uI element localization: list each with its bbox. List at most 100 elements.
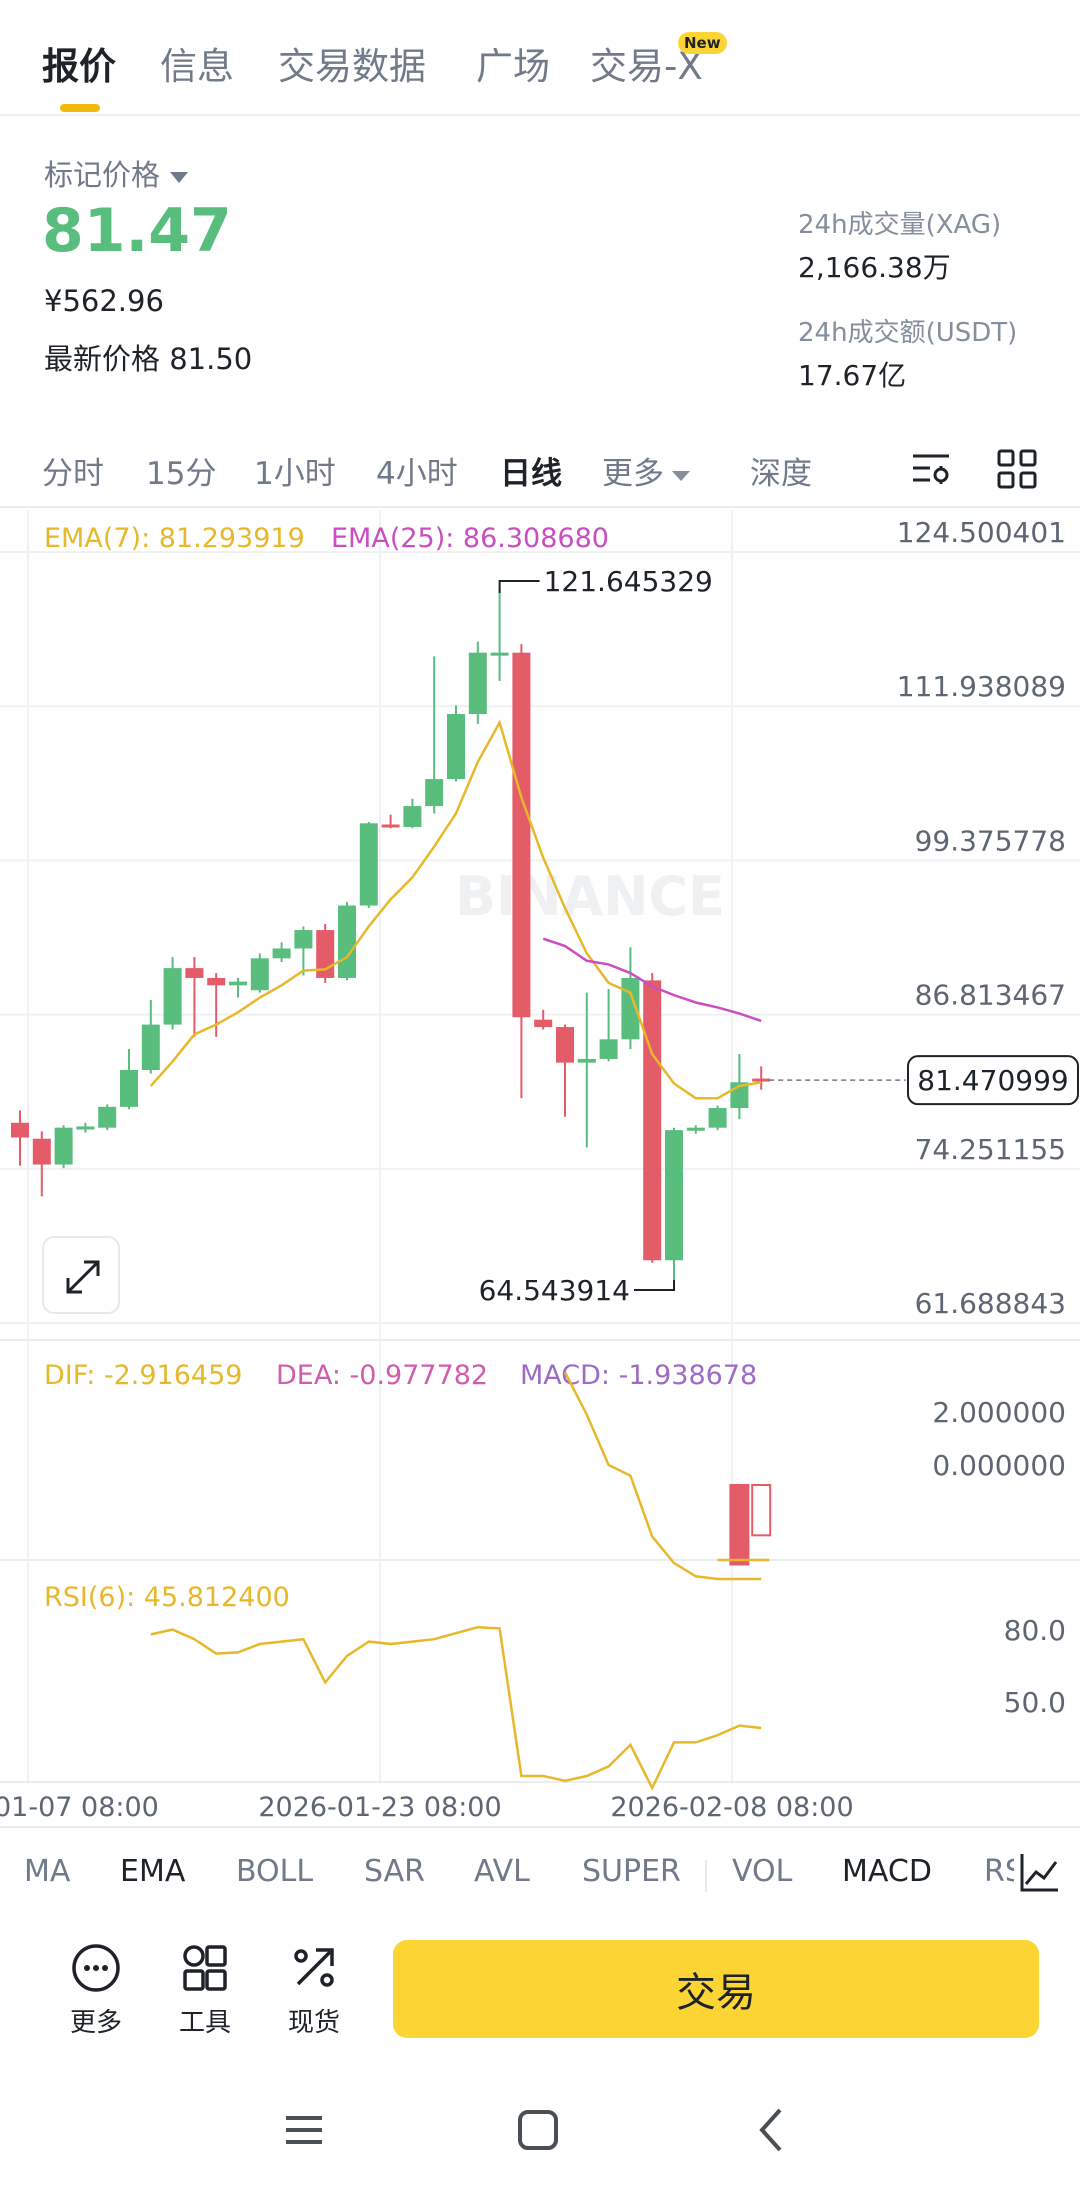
current-price-box — [907, 1055, 1079, 1106]
candle-body — [534, 1019, 553, 1028]
tab-info[interactable]: 信息 — [160, 45, 234, 88]
candle-body — [250, 958, 269, 991]
candle-body — [141, 1024, 160, 1071]
candle-body — [207, 977, 226, 986]
ema7-legend: EMA(7): 81.293919 — [44, 523, 305, 554]
indicator-rsi[interactable]: RSI — [984, 1854, 1014, 1889]
candle-body — [403, 806, 422, 827]
indicator-ema[interactable]: EMA — [120, 1854, 186, 1889]
candlestick-chart[interactable]: BINANCE 124.500401 111.938089 99.375778 86.8… — [0, 510, 1080, 1826]
expand-icon — [66, 1260, 100, 1294]
candle-body — [11, 1122, 29, 1138]
tools-grid-icon — [183, 1945, 227, 1991]
indicator-sar[interactable]: SAR — [364, 1854, 425, 1889]
indicator-ma[interactable]: MA — [24, 1854, 71, 1889]
candle-body — [490, 652, 509, 656]
ema25-legend: EMA(25): 86.308680 — [331, 523, 609, 554]
candle-body — [752, 1078, 771, 1082]
cny-price: ¥562.96 — [44, 284, 164, 318]
y-axis-tick-label: 111.938089 — [897, 670, 1066, 703]
back-icon[interactable] — [742, 2100, 802, 2160]
trade-button[interactable]: 交易 — [393, 1940, 1039, 2038]
indicator-settings-icon[interactable] — [1014, 1848, 1064, 1898]
tab-quote[interactable]: 报价 — [42, 45, 116, 88]
indicator-vol[interactable]: VOL — [732, 1854, 793, 1889]
indicator-boll[interactable]: BOLL — [236, 1854, 314, 1889]
interval-15m[interactable]: 15分 — [146, 456, 217, 492]
indicator-separator — [705, 1860, 707, 1892]
candle-body — [185, 968, 204, 978]
y-axis-tick-label: 99.375778 — [915, 824, 1066, 857]
candle-body — [163, 968, 182, 1025]
macd-histogram-bar — [751, 1484, 772, 1537]
y-axis-tick-label: 86.813467 — [915, 979, 1066, 1012]
mark-price-value: 81.47 — [42, 196, 232, 266]
candle-body — [447, 714, 465, 780]
interval-more-label: 更多 — [602, 456, 664, 492]
y-axis-tick-label: 61.688843 — [915, 1287, 1066, 1320]
dea-legend: DEA: -0.977782 — [276, 1360, 488, 1391]
mark-price-selector[interactable]: 标记价格 — [44, 152, 189, 194]
recent-apps-icon[interactable] — [274, 2100, 334, 2160]
rsi-line — [150, 1625, 762, 1791]
spot-action[interactable]: 现货 — [274, 1940, 354, 2039]
high-marker-line — [498, 580, 540, 594]
turnover-label: 24h成交额(USDT) — [798, 318, 1018, 348]
volume-value: 2,166.38万 — [798, 251, 951, 284]
more-label: 更多 — [69, 2008, 122, 2038]
candle-body — [577, 1058, 596, 1063]
candle-body — [556, 1027, 574, 1063]
new-badge: New — [678, 32, 727, 54]
dif-legend: DIF: -2.916459 — [44, 1360, 242, 1391]
candle-body — [381, 824, 400, 828]
tab-trading-data[interactable]: 交易数据 — [278, 45, 426, 88]
tools-action[interactable]: 工具 — [165, 1940, 245, 2039]
last-price: 最新价格 81.50 — [44, 336, 252, 378]
candle-body — [294, 930, 313, 949]
macd-dif-line — [563, 1371, 762, 1581]
candle-body — [425, 779, 444, 807]
interval-more[interactable]: 更多 — [602, 448, 690, 493]
current-price-label: 81.470999 — [917, 1064, 1068, 1097]
interval-1d[interactable]: 日线 — [500, 456, 562, 492]
ema25-line — [542, 937, 762, 1023]
interval-timeshare[interactable]: 分时 — [42, 456, 104, 492]
interval-depth[interactable]: 深度 — [750, 456, 812, 492]
y-axis-tick-label: 74.251155 — [915, 1133, 1066, 1166]
macd-histogram-bar — [729, 1484, 750, 1566]
last-price-label: 最新价格 — [44, 342, 161, 376]
tools-label: 工具 — [178, 2008, 231, 2038]
low-price-label: 64.543914 — [479, 1274, 630, 1307]
indicator-macd[interactable]: MACD — [842, 1854, 932, 1889]
macd-legend: MACD: -1.938678 — [520, 1360, 757, 1391]
candle-body — [468, 652, 487, 715]
candle-body — [120, 1070, 138, 1107]
candle-body — [708, 1108, 727, 1128]
last-price-value: 81.50 — [169, 342, 253, 376]
high-price-label: 121.645329 — [544, 565, 713, 598]
candle-body — [32, 1138, 51, 1165]
x-axis-label: 01-07 08:00 — [0, 1792, 159, 1823]
mark-price-label: 标记价格 — [44, 158, 161, 192]
fullscreen-button[interactable] — [42, 1236, 120, 1314]
more-dots-icon — [72, 1944, 120, 1992]
home-icon[interactable] — [508, 2100, 568, 2160]
low-marker-line — [634, 1279, 675, 1291]
top-tab-bar: 报价 信息 交易数据 广场 交易-X New — [0, 0, 1080, 116]
indicator-avl[interactable]: AVL — [474, 1854, 530, 1889]
indicator-bar: MA EMA BOLL SAR AVL SUPER VOL MACD RSI — [0, 1826, 1080, 1918]
interval-1h[interactable]: 1小时 — [254, 456, 336, 492]
more-action[interactable]: 更多 — [56, 1940, 136, 2039]
tab-square[interactable]: 广场 — [476, 45, 550, 88]
interval-4h[interactable]: 4小时 — [376, 456, 458, 492]
y-axis-tick-label: 124.500401 — [897, 516, 1066, 549]
grid-layout-icon[interactable] — [994, 446, 1040, 492]
candle-body — [512, 652, 531, 1018]
chart-settings-icon[interactable] — [908, 446, 954, 492]
turnover-value: 17.67亿 — [798, 359, 907, 392]
candle-body — [76, 1126, 95, 1130]
candle-body — [621, 977, 640, 1040]
candle-body — [599, 1039, 618, 1059]
indicator-super[interactable]: SUPER — [582, 1854, 681, 1889]
x-axis-label: 2026-01-23 08:00 — [258, 1792, 501, 1823]
